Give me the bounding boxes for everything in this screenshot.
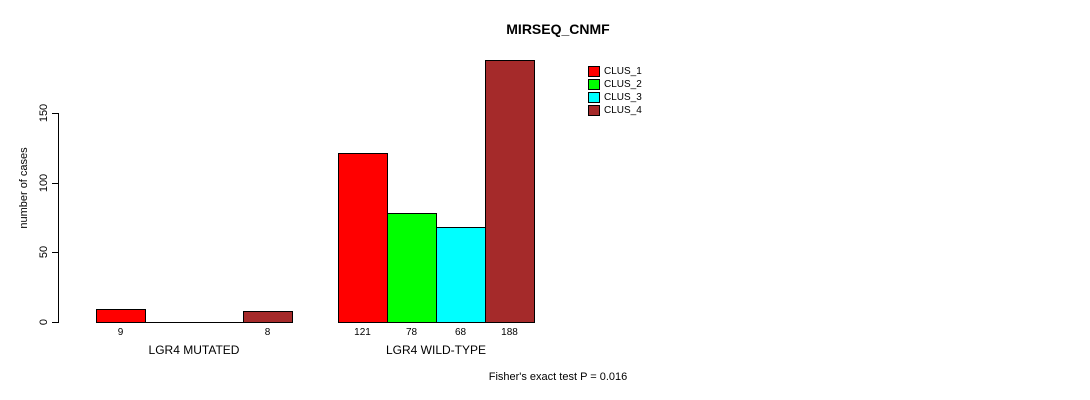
- x-category-label: LGR4 MUTATED: [148, 343, 240, 357]
- y-tick-mark: [52, 252, 58, 253]
- y-tick-label: 0: [38, 318, 50, 326]
- bar-value-label: 121: [354, 327, 371, 338]
- y-tick-mark: [52, 113, 58, 114]
- bar-value-label: 9: [117, 327, 124, 338]
- y-axis-line: [58, 113, 59, 323]
- y-axis-title: number of cases: [18, 147, 30, 229]
- y-tick-label: 100: [38, 173, 50, 193]
- group-baseline: [96, 322, 292, 323]
- legend-swatch-clus_4: [588, 105, 600, 116]
- bar-value-label: 188: [501, 327, 518, 338]
- chart-bar-clus_2: [387, 213, 437, 323]
- legend-swatch-clus_1: [588, 66, 600, 77]
- legend-label-clus_1: CLUS_1: [604, 66, 642, 77]
- annotation-fisher-test: Fisher's exact test P = 0.016: [488, 371, 628, 383]
- chart-bar-clus_4: [485, 60, 535, 323]
- chart-bar-clus_1: [338, 153, 388, 323]
- legend-label-clus_2: CLUS_2: [604, 79, 642, 90]
- chart-bar-clus_1: [96, 309, 146, 323]
- legend-swatch-clus_3: [588, 92, 600, 103]
- chart-bar-clus_4: [243, 311, 293, 323]
- legend-label-clus_4: CLUS_4: [604, 105, 642, 116]
- y-tick-label: 50: [38, 245, 50, 259]
- legend-label-clus_3: CLUS_3: [604, 92, 642, 103]
- chart-title: MIRSEQ_CNMF: [506, 21, 610, 37]
- bar-value-label: 8: [264, 327, 271, 338]
- bar-value-label: 78: [405, 327, 418, 338]
- chart-bar-clus_3: [436, 227, 486, 323]
- y-tick-label: 150: [38, 103, 50, 123]
- y-tick-mark: [52, 183, 58, 184]
- y-tick-mark: [52, 322, 58, 323]
- legend-swatch-clus_2: [588, 79, 600, 90]
- bar-value-label: 68: [454, 327, 467, 338]
- x-category-label: LGR4 WILD-TYPE: [385, 343, 487, 357]
